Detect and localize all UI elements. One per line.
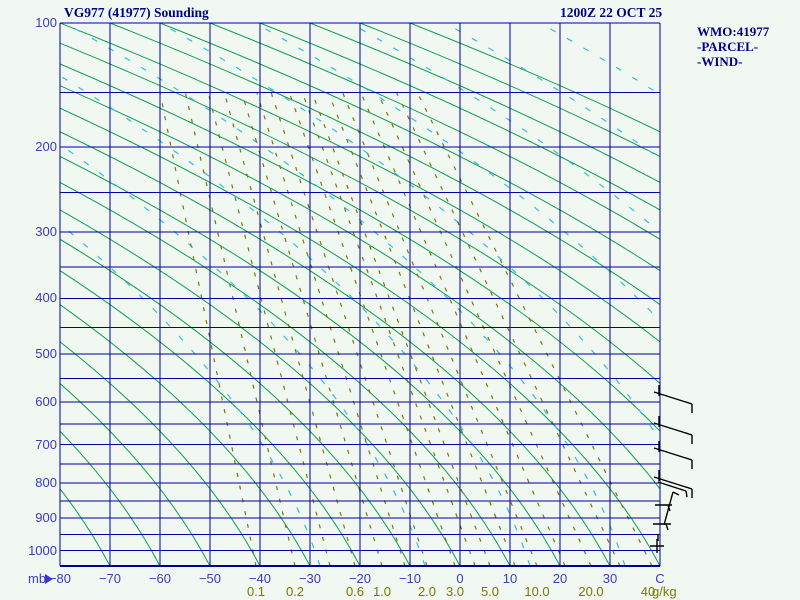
mixing-ratio-line: [377, 92, 592, 566]
legend-parcel-option: -PARCEL-: [697, 39, 759, 54]
dry-adiabat-line: [60, 238, 411, 566]
mixing-ratio-line: [327, 92, 516, 566]
dry-adiabat-line: [60, 181, 511, 566]
moist-adiabat-line: [64, 23, 626, 566]
dry-adiabat-line: [159, 23, 660, 272]
pressure-tick-label: 300: [35, 224, 57, 239]
temperature-tick-label: −50: [198, 571, 222, 586]
mixing-ratio-line: [396, 92, 621, 566]
temperature-tick-label: −20: [348, 571, 372, 586]
mixing-ratio-tick-label: 0.2: [285, 584, 305, 599]
wind-barb: [657, 481, 688, 498]
moist-adiabat-line: [444, 23, 660, 160]
wind-barb: [653, 470, 693, 498]
dry-adiabat-line: [60, 131, 611, 566]
dry-adiabat-line: [60, 155, 561, 566]
moist-adiabat-line: [254, 23, 660, 322]
dry-adiabat-line: [209, 23, 660, 240]
wind-barb: [663, 491, 680, 526]
chart-datetime: 1200Z 22 OCT 25: [560, 5, 663, 20]
mixing-ratio-line: [256, 92, 406, 566]
dry-adiabat-line: [409, 23, 660, 133]
mixing-ratio-line: [241, 92, 383, 566]
temperature-tick-label: −60: [148, 571, 172, 586]
moist-adiabat-line: [60, 143, 426, 566]
mixing-ratio-tick-label: 3.0: [445, 584, 465, 599]
wind-barb: [653, 385, 693, 413]
temperature-tick-label: −30: [298, 571, 322, 586]
dry-adiabat-line: [60, 42, 660, 385]
pressure-tick-label: 700: [35, 436, 57, 452]
wind-barb: [653, 523, 671, 531]
pressure-axis-arrow-icon: [45, 574, 53, 584]
mixing-ratio-tick-label: 0.6: [345, 584, 365, 599]
dry-adiabat-line: [60, 107, 660, 566]
pressure-tick-label: 1000: [28, 542, 57, 558]
temperature-tick-label: C: [655, 571, 665, 586]
dry-adiabat-line: [359, 23, 660, 158]
mixing-ratio-line: [270, 92, 428, 566]
temperature-tick-label: 20: [552, 571, 568, 586]
mixing-ratio-tick-label: 40: [640, 584, 656, 599]
mixing-ratio-line: [301, 92, 476, 566]
pressure-tick-label: 200: [35, 139, 57, 155]
temperature-tick-label: 0: [456, 571, 464, 586]
dry-adiabat-line: [60, 63, 660, 433]
legend-wind-option: -WIND-: [697, 54, 743, 69]
mixing-ratio-line: [223, 92, 356, 566]
wind-barb: [655, 504, 672, 512]
temperature-tick-label: −70: [98, 571, 122, 586]
mixing-ratio-tick-label: 20.0: [578, 584, 604, 599]
moist-adiabat-line: [539, 23, 660, 96]
mixing-ratio-tick-label: 5.0: [480, 584, 500, 599]
mixing-ratio-line: [360, 92, 566, 566]
temperature-tick-label: −80: [48, 571, 72, 586]
mixing-ratio-tick-label: 0.1: [246, 584, 266, 599]
pressure-tick-label: 600: [35, 393, 57, 409]
mixing-ratio-tick-label: 10.0: [524, 584, 550, 599]
temperature-tick-label: −40: [248, 571, 272, 586]
mixing-ratio-axis-unit: g/kg: [652, 584, 677, 599]
pressure-tick-label: 500: [35, 345, 57, 361]
wind-barb: [653, 441, 693, 469]
mixing-ratio-line: [159, 92, 257, 566]
moist-adiabat-line: [349, 23, 660, 234]
dry-adiabat-line: [60, 209, 461, 566]
temperature-tick-label: −10: [398, 571, 422, 586]
dry-adiabat-line: [259, 23, 660, 211]
pressure-axis-unit: mb: [28, 571, 47, 586]
temperature-tick-label: 10: [502, 571, 518, 586]
legend: WMO:41977 -PARCEL- -WIND-: [697, 24, 769, 69]
mixing-ratio-line: [311, 92, 491, 566]
pressure-tick-label: 100: [35, 15, 57, 30]
dry-adiabat-line: [309, 23, 660, 184]
temperature-tick-label: 30: [602, 571, 618, 586]
wind-barb-column: [650, 385, 693, 553]
pressure-tick-label: 900: [35, 510, 57, 526]
mixing-ratio-line: [288, 92, 456, 566]
cursor-crosshair: [650, 539, 664, 553]
mixing-ratio-line: [416, 92, 653, 566]
dry-adiabat-line: [109, 23, 660, 306]
mixing-ratio-line: [207, 92, 331, 566]
pressure-tick-label: 800: [35, 475, 57, 490]
mixing-ratio-line: [184, 92, 296, 566]
pressure-tick-label: 400: [35, 290, 57, 306]
moist-adiabat-line: [159, 23, 660, 443]
mixing-ratio-tick-label: 1.0: [372, 584, 392, 599]
mixing-ratio-tick-label: 2.0: [417, 584, 437, 599]
pressure-temperature-grid: [59, 22, 661, 567]
dry-adiabat-line: [60, 23, 660, 343]
chart-title: VG977 (41977) Sounding: [64, 5, 209, 20]
wind-barb: [653, 416, 693, 444]
legend-wmo-id: WMO:41977: [697, 24, 770, 39]
moist-adiabat-line: [60, 75, 531, 566]
